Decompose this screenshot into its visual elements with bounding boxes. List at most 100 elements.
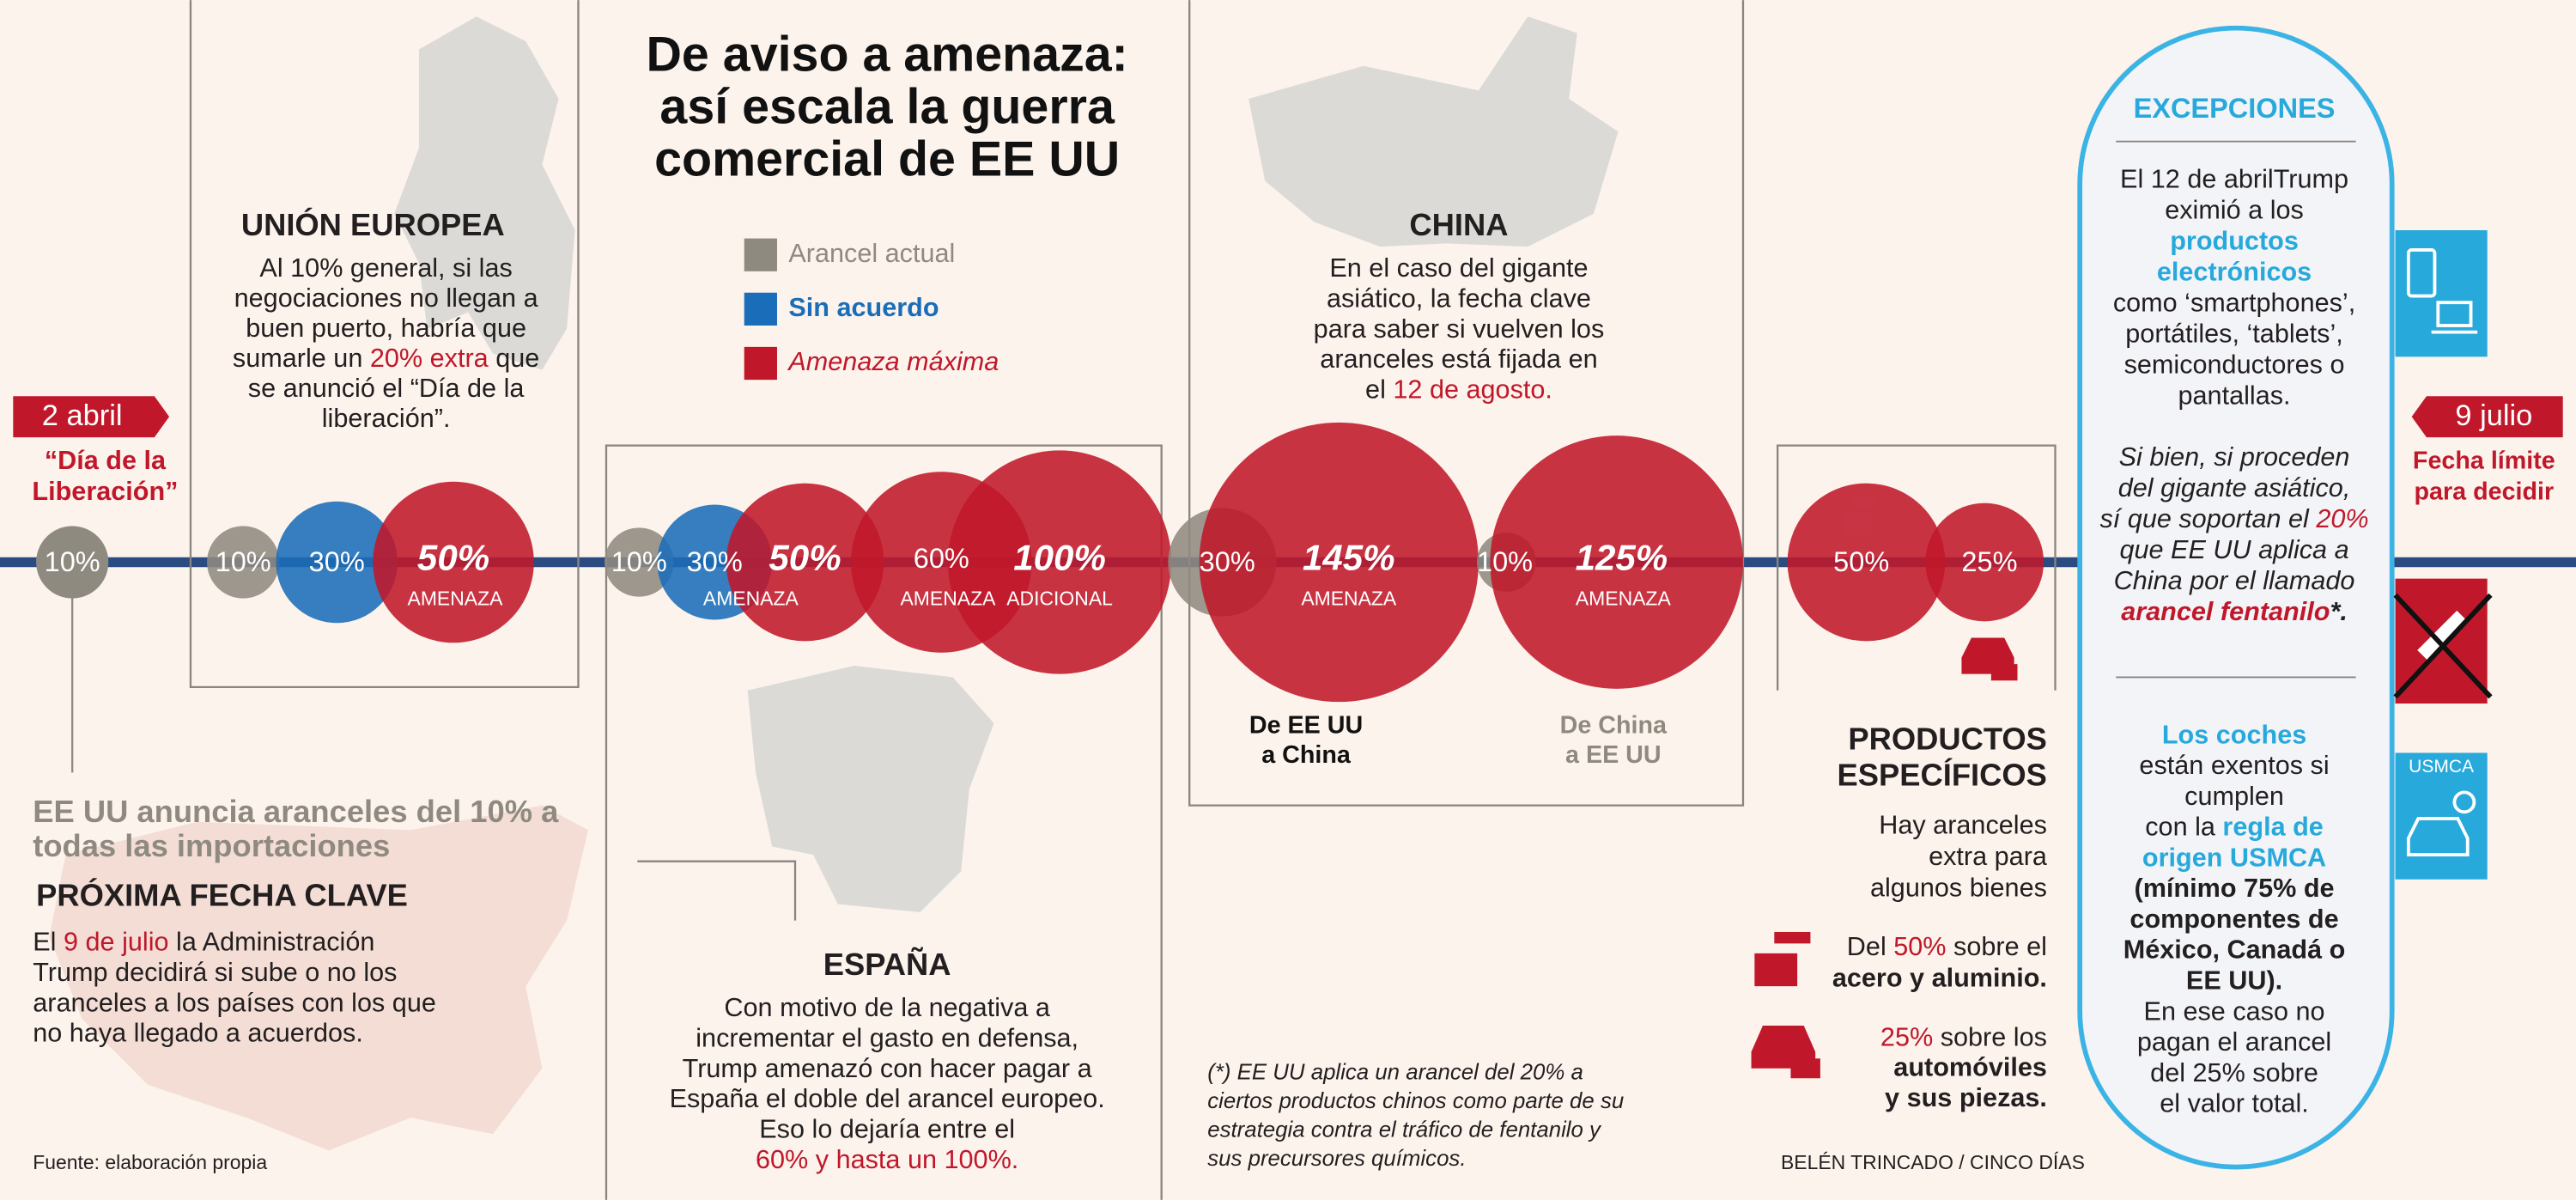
bubble-sublabel: AMENAZA [408,588,504,610]
text-segment: México, Canadá o [2123,935,2346,965]
bubble [373,481,534,643]
bubble-label: 10% [216,546,271,577]
text-segment: electrónicos [2157,258,2312,287]
text-line: EE UU). [2186,966,2282,996]
text-line: Si bien, si proceden [2119,442,2350,472]
heading: EXCEPCIONES [2134,93,2336,124]
text-line: se anunció el “Día de la [248,374,526,403]
text-line: eximió a los [2165,196,2304,225]
bubble-label: 10% [45,546,100,577]
text-line: como ‘smartphones’, [2113,289,2355,318]
text-line: aranceles está fijada en [1320,344,1597,374]
text-segment: productos [2170,227,2299,256]
text-line: (mínimo 75% de [2135,874,2335,903]
bubble-sublabel: AMENAZA [1301,588,1397,610]
credit: BELÉN TRINCADO / CINCO DÍAS [1781,1151,2085,1173]
text-line: En el caso del gigante [1329,253,1588,283]
text-line: con la regla de [2145,813,2324,842]
text-line: buen puerto, habría que [246,314,526,343]
footnote: sus precursores químicos. [1207,1147,1466,1171]
spain-box [605,444,1163,1200]
usmca-label: USMCA [2409,757,2474,777]
text-line: liberación”. [322,404,451,433]
bubble-sublabel: ADICIONAL [1006,588,1113,610]
text-line: el 12 de agosto. [1365,375,1552,405]
direction-label: a China [1261,741,1352,769]
car-icon [1751,1026,1820,1079]
text-line: Trump decidirá si sube o no los [33,958,397,987]
text-segment: *. [2330,597,2347,626]
footnote: estrategia contra el tráfico de fentanil… [1207,1118,1602,1142]
usmca-icon [2395,752,2488,880]
text-line: En ese caso no [2144,996,2325,1026]
text-line: pagan el arancel [2137,1027,2331,1057]
date-note: “Día de la [45,446,167,475]
products-box [1777,444,2057,691]
start-tag [13,396,170,438]
text-line: Eso lo dejaría entre el [759,1115,1015,1144]
text-line: Trump amenazó con hacer pagar a [683,1054,1093,1083]
bubble-label: 30% [309,546,365,577]
text-segment: El [33,927,64,956]
text-segment: 12 de agosto. [1393,375,1552,405]
bubble [1199,422,1479,703]
legend-label: Sin acuerdo [788,293,939,322]
text-line: Del 50% sobre el [1847,932,2047,961]
bubble-label: 30% [687,546,743,577]
text-segment: sumarle un [233,344,370,373]
direction-label: De EE UU [1249,711,1363,739]
bubble [276,501,398,624]
electronics-icon [2395,230,2488,357]
text-segment: que [489,344,540,373]
bubble-label: 25% [1961,546,2017,577]
bubble-label: 10% [1477,546,1533,577]
text-segment: automóviles [1893,1053,2047,1082]
car-icon-small [1961,637,2018,681]
text-segment: sí que soportan el [2099,504,2316,533]
bubble-label: 60% [914,543,969,574]
text-line: y sus piezas. [1885,1083,2047,1112]
spain-map [747,666,994,913]
text-segment: sobre el [1947,932,2047,961]
text-line: El 12 de abrilTrump [2120,165,2348,194]
text-segment: 20% [2315,504,2368,533]
direction-label: De China [1560,711,1668,739]
text-line: sumarle un 20% extra que [233,344,539,373]
china-box [1188,0,1745,807]
spain-pointer [637,860,797,921]
title-line: De aviso a amenaza: [647,27,1128,82]
legend-label: Amenaza máxima [787,347,999,376]
text-segment: sobre los [1933,1022,2047,1051]
text-segment: EE UU). [2186,966,2282,996]
text-segment: arancel fentanilo [2121,597,2330,626]
text-line: que EE UU aplica a [2119,535,2348,564]
text-segment: (mínimo 75% de [2135,874,2335,903]
text-segment: y sus piezas. [1885,1083,2047,1112]
text-line: algunos bienes [1870,873,2047,902]
text-line: para saber si vuelven los [1314,314,1605,344]
text-line: aranceles a los países con los que [33,988,436,1017]
usa-map [49,805,588,1151]
text-segment: con la [2145,813,2222,842]
bubble [726,483,884,642]
heading: CHINA [1409,207,1508,242]
bubble [947,450,1172,674]
text-line: 60% y hasta un 100%. [756,1145,1018,1174]
text-segment: 20% extra [370,344,489,373]
text-line: España el doble del arancel europeo. [670,1084,1105,1113]
bubble [207,526,280,599]
text-line: pantallas. [2178,381,2291,410]
bubble-label: 50% [769,538,841,578]
text-line: Al 10% general, si las [259,253,512,283]
text-segment: 60% y hasta un 100%. [756,1145,1018,1174]
bubble [36,526,109,599]
date-tag: 2 abril [42,399,123,432]
text-line: acero y aluminio. [1832,964,2047,993]
text-line: El 9 de julio la Administración [33,927,374,956]
direction-label: a EE UU [1565,741,1662,769]
text-line: negociaciones no llegan a [234,283,539,313]
bubble-label: 145% [1303,538,1395,578]
text-segment: la Administración [169,927,375,956]
date-note: Liberación” [32,477,178,506]
